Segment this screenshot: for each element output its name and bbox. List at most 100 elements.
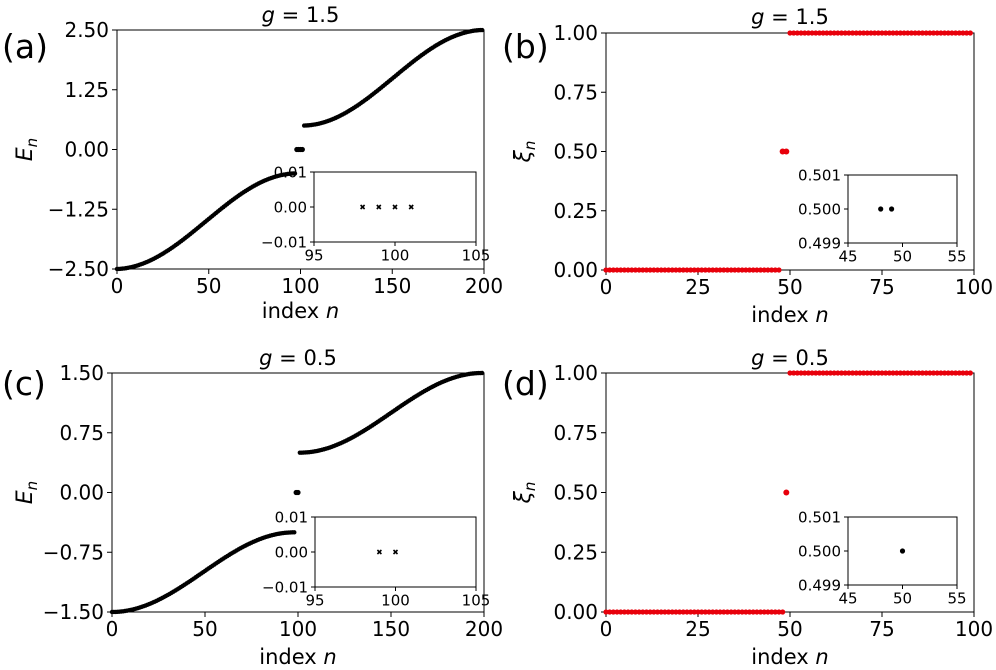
data-point-xi-0	[746, 267, 753, 273]
axis-ytick-label: 0.00	[64, 138, 109, 162]
axis-xtick-label: 75	[869, 617, 894, 641]
data-point-xi-0	[735, 267, 742, 273]
data-point-xi-0	[780, 609, 786, 615]
data-point-xi-0	[765, 267, 771, 273]
data-point-xi-1	[857, 370, 863, 376]
axis-ytick-label: 0.25	[553, 540, 598, 564]
inset: 95 100 105 −0.01 0.00 0.01	[262, 508, 490, 609]
data-point-xi-1	[838, 30, 845, 36]
data-point-xi-0	[746, 609, 753, 615]
data-point-xi-0	[732, 609, 738, 615]
data-point-xi-0	[743, 609, 749, 615]
data-point-xi-0	[677, 609, 683, 615]
inset-axis-xtick-label: 55	[947, 247, 966, 265]
axis-xtick-label: 100	[955, 617, 993, 641]
data-point-xi-0	[614, 267, 620, 273]
data-point-xi-1	[894, 30, 900, 36]
inset: 95 100 105 −0.01 0.00 0.01	[261, 163, 490, 264]
axis-ytick-label: −1.50	[43, 600, 104, 624]
data-point-xi-1	[809, 370, 815, 376]
data-point-xi-0	[618, 267, 624, 273]
inset-axis-xtick-label: 45	[838, 589, 857, 607]
data-point-xi-0	[688, 267, 694, 273]
inset-data-point	[878, 206, 884, 212]
data-point-xi-1	[883, 370, 889, 376]
data-point-zero-modes	[295, 489, 301, 496]
axis-xtick-label: 25	[685, 275, 710, 299]
data-point-xi-1	[886, 370, 892, 376]
inset-axis-xtick-label: 95	[305, 591, 324, 609]
data-point-xi-1	[827, 370, 834, 376]
data-point-xi-1	[805, 30, 812, 36]
data-point-xi-1	[934, 370, 940, 376]
data-point-xi-0	[629, 609, 635, 615]
y-axis-label: ξn	[511, 141, 539, 164]
inset-axis-xtick-label: 100	[381, 591, 410, 609]
data-point-xi-1	[967, 30, 973, 36]
inset-axis-ytick-label: −0.01	[261, 233, 307, 251]
panel-label: (a)	[2, 27, 48, 66]
axis-ytick-label: 0.00	[59, 481, 104, 505]
inset-axis-ytick-label: 0.500	[798, 542, 841, 560]
data-point-xi-1	[883, 30, 889, 36]
data-point-xi-0	[640, 267, 646, 273]
inset-axis-xtick-label: 95	[304, 246, 323, 264]
data-point-xi-1	[849, 370, 856, 376]
panel-title: g = 1.5	[262, 3, 340, 27]
data-point-xi-1	[923, 370, 929, 376]
data-point-xi-0	[665, 267, 672, 273]
data-point-xi-0	[640, 609, 646, 615]
data-point-xi-1	[816, 30, 823, 36]
axis-ytick-label: −1.25	[48, 197, 109, 221]
data-point-xi-0	[699, 267, 705, 273]
data-point-xi-1	[879, 370, 885, 376]
data-point-xi-1	[923, 30, 929, 36]
data-point-xi-0	[658, 267, 664, 273]
data-point-xi-1	[912, 370, 918, 376]
data-point-xi-1	[908, 370, 915, 376]
data-point-xi-1	[816, 370, 823, 376]
data-point-xi-1	[868, 30, 874, 36]
axis-ytick-label: −0.75	[43, 540, 104, 564]
axis-xtick-label: 50	[192, 617, 217, 641]
data-point-xi-1	[798, 370, 804, 376]
inset-data-point	[376, 204, 382, 210]
data-point-xi-1	[890, 30, 896, 36]
data-point-xi-0	[739, 609, 745, 615]
data-point-xi-1	[916, 30, 922, 36]
x-axis-label: index n	[262, 299, 339, 323]
inset-axis-ytick-label: 0.00	[274, 198, 307, 216]
data-point-xi-0	[699, 609, 705, 615]
data-point-xi-1	[941, 370, 948, 376]
data-point-xi-0	[673, 609, 679, 615]
data-point-xi-1	[897, 30, 904, 36]
data-point-xi-0	[750, 609, 756, 615]
data-point-xi-0	[710, 609, 716, 615]
axis-xtick-label: 75	[869, 275, 894, 299]
data-point-xi-0	[735, 609, 742, 615]
data-point-xi-0	[610, 609, 616, 615]
panel-title: g = 0.5	[259, 346, 337, 370]
data-point-xi-0	[691, 609, 697, 615]
data-point-xi-0	[603, 609, 609, 615]
data-point-xi-1	[864, 30, 870, 36]
axis-ytick-label: −2.50	[48, 257, 109, 281]
data-point-xi-0	[776, 267, 782, 273]
data-point-xi-0	[754, 609, 760, 615]
data-point-xi-1	[901, 30, 907, 36]
data-point-xi-0	[724, 267, 731, 273]
data-point-xi-0	[665, 609, 672, 615]
data-point-xi-0	[706, 267, 712, 273]
data-point-xi-0-5	[783, 148, 790, 155]
data-point-xi-0	[632, 609, 639, 615]
data-point-xi-1	[927, 30, 933, 36]
data-point-xi-0	[717, 267, 723, 273]
panel-title: g = 0.5	[751, 346, 829, 370]
data-point-xi-1	[967, 370, 973, 376]
data-point-xi-0	[761, 609, 767, 615]
data-point-xi-0	[643, 267, 650, 273]
data-point-xi-1	[919, 30, 926, 36]
data-point-xi-1	[842, 370, 848, 376]
data-point-xi-1	[941, 30, 948, 36]
inset-axis-xtick-label: 105	[462, 591, 491, 609]
